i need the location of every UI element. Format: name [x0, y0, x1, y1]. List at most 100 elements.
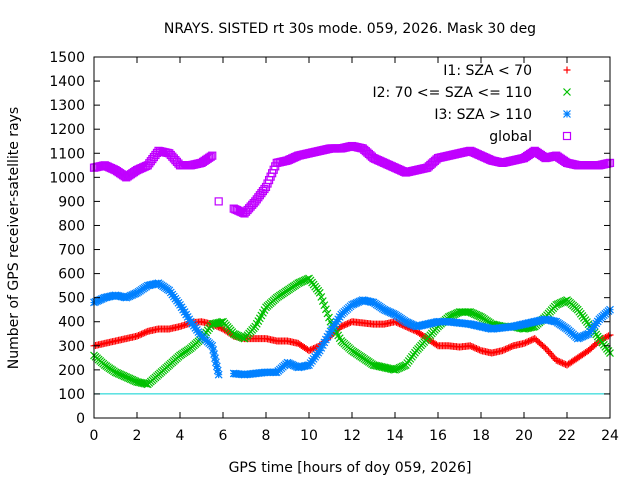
data-point-dense	[549, 353, 557, 361]
data-point-dense	[404, 319, 413, 328]
data-point-dense	[558, 359, 566, 367]
x-tick-label: 22	[558, 428, 576, 444]
data-point-dense	[475, 346, 483, 354]
data-point-dense	[464, 308, 473, 317]
x-tick-label: 24	[601, 428, 619, 444]
data-point-dense	[125, 292, 134, 301]
data-point-dense	[604, 332, 612, 340]
data-point-dense	[523, 338, 531, 346]
legend-label: I3: SZA > 110	[434, 107, 532, 123]
y-axis-label: Number of GPS receiver-satellite rays	[6, 107, 22, 369]
y-tick-label: 1300	[49, 98, 85, 114]
y-tick-label: 500	[58, 291, 85, 307]
data-point-dense	[432, 341, 440, 349]
data-point-dense	[211, 319, 220, 328]
data-point-dense	[209, 319, 218, 328]
data-point-dense	[469, 343, 477, 351]
data-point	[326, 327, 335, 336]
y-tick-label: 700	[58, 243, 85, 259]
data-point-dense	[525, 337, 533, 345]
data-point-dense	[603, 333, 611, 341]
legend-marker	[563, 110, 571, 118]
data-point-dense	[339, 322, 347, 330]
data-point	[133, 332, 141, 340]
data-point-dense	[325, 330, 333, 339]
x-tick-label: 8	[262, 428, 271, 444]
data-point-dense	[505, 344, 513, 352]
x-tick-label: 14	[386, 428, 404, 444]
data-point-dense	[288, 360, 297, 369]
data-point-dense	[213, 366, 222, 375]
data-point-dense	[522, 339, 530, 347]
data-point-dense	[182, 310, 191, 319]
data-point-dense	[471, 344, 479, 352]
y-tick-label: 1000	[49, 170, 85, 186]
data-point-dense	[554, 357, 562, 365]
series-layer	[89, 141, 615, 389]
data-point-dense	[318, 297, 327, 306]
data-point-dense	[372, 361, 381, 370]
data-point	[552, 356, 560, 364]
data-point-dense	[138, 330, 146, 338]
data-point-dense	[136, 378, 144, 387]
x-tick-label: 4	[176, 428, 185, 444]
legend-label: I2: 70 <= SZA <= 110	[372, 85, 532, 101]
data-point	[520, 339, 528, 347]
y-tick-label: 0	[76, 411, 85, 427]
data-point-dense	[340, 321, 348, 329]
y-tick-label: 1100	[49, 146, 85, 162]
data-point-dense	[185, 315, 194, 324]
x-tick-label: 18	[472, 428, 490, 444]
data-point	[380, 363, 389, 372]
y-tick-label: 400	[58, 315, 85, 331]
data-point-dense	[139, 379, 148, 388]
data-point-dense	[546, 349, 554, 357]
data-point-dense	[389, 365, 398, 374]
y-tick-label: 300	[58, 339, 85, 355]
data-point-dense	[503, 345, 511, 353]
data-point-dense	[384, 364, 393, 373]
data-point-dense	[375, 362, 384, 371]
x-tick-label: 2	[133, 428, 142, 444]
data-point-dense	[351, 299, 359, 308]
x-tick-label: 0	[90, 428, 99, 444]
data-point-dense	[468, 342, 476, 350]
data-point-dense	[212, 358, 220, 367]
y-tick-label: 1200	[49, 122, 85, 138]
data-point-dense	[320, 338, 329, 347]
data-point-dense	[332, 317, 341, 326]
data-point-dense	[323, 332, 332, 341]
data-point	[337, 323, 345, 331]
data-point-dense	[177, 303, 186, 312]
data-point-dense	[210, 350, 219, 358]
data-point-dense	[540, 343, 548, 351]
data-point	[208, 341, 217, 350]
data-point-dense	[381, 363, 390, 372]
x-axis-label: GPS time [hours of doy 059, 2026]	[229, 460, 472, 476]
series-4	[89, 141, 615, 218]
data-point-dense	[141, 329, 149, 337]
y-tick-label: 1500	[49, 50, 85, 66]
y-tick-label: 1400	[49, 74, 85, 90]
data-point	[214, 370, 223, 379]
x-tick-label: 6	[219, 428, 228, 444]
data-point-dense	[134, 378, 143, 387]
data-point-dense	[321, 305, 330, 314]
y-tick-label: 100	[58, 387, 85, 403]
data-point-dense	[321, 335, 330, 344]
data-point-dense	[317, 293, 326, 301]
data-point-dense	[345, 319, 353, 327]
data-point-dense	[329, 322, 338, 331]
data-point-dense	[394, 319, 402, 327]
data-point-dense	[472, 345, 480, 353]
data-point-dense	[318, 341, 327, 350]
data-point-dense	[543, 346, 551, 354]
data-point-dense	[389, 309, 398, 318]
data-point-dense	[555, 358, 563, 366]
data-point-dense	[557, 358, 565, 366]
data-point-dense	[317, 343, 326, 352]
data-point-dense	[371, 361, 379, 370]
data-point-dense	[374, 362, 383, 371]
data-point-dense	[474, 345, 482, 353]
data-point-dense	[320, 301, 329, 310]
